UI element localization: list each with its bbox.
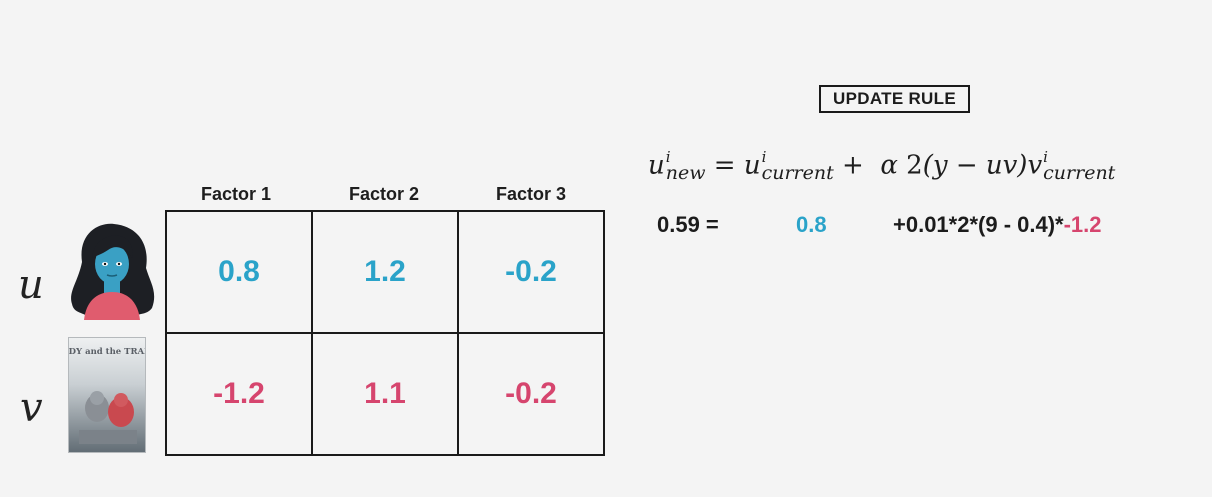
matrix-cell-v-factor-1: -1.2 xyxy=(167,334,313,454)
formula-cur-sub: current xyxy=(761,162,834,184)
computation-u-current: 0.8 xyxy=(796,212,827,237)
formula-cur-sup: i xyxy=(761,148,767,166)
column-header-factor-1: Factor 1 xyxy=(200,184,272,204)
formula-plus: + xyxy=(842,150,864,181)
formula-v-base: v xyxy=(1027,150,1043,181)
matrix-cell-u-factor-2: 1.2 xyxy=(313,212,459,334)
formula-lhs-sup: i xyxy=(665,148,671,166)
movie-poster-image: LADY and the TRAMP xyxy=(68,337,146,453)
formula-paren-expr: (y − uv) xyxy=(922,150,1028,181)
row-symbol-u: u xyxy=(18,262,44,308)
formula-alpha: α xyxy=(880,150,898,181)
computation-expression: +0.01*2*(9 - 0.4)*-1.2 xyxy=(893,212,1102,238)
computation-v-current: -1.2 xyxy=(1063,212,1102,237)
formula-two: 2 xyxy=(906,150,923,181)
matrix-cell-u-factor-1: 0.8 xyxy=(167,212,313,334)
computation-result: 0.59 = xyxy=(657,212,719,237)
column-header-factor-3: Factor 3 xyxy=(495,184,567,204)
formula-lhs-sub: new xyxy=(665,162,706,184)
update-rule-label: UPDATE RULE xyxy=(819,85,970,113)
matrix-cell-v-factor-3: -0.2 xyxy=(505,377,557,410)
update-formula: u i new = u i current + α 2(y − uv)v i current xyxy=(648,150,1115,183)
matrix-cell-u-factor-3: -0.2 xyxy=(459,212,603,334)
row-symbol-v: v xyxy=(20,385,43,431)
computation-expression-text: +0.01*2*(9 - 0.4)* xyxy=(893,212,1064,237)
user-avatar-icon xyxy=(71,223,155,320)
formula-v-sub: current xyxy=(1043,162,1116,184)
formula-v-sup: i xyxy=(1043,148,1048,166)
formula-cur-base: u xyxy=(743,150,761,181)
column-header-factor-2: Factor 2 xyxy=(348,184,420,204)
matrix-cell-v-factor-2: 1.1 xyxy=(313,334,459,454)
formula-lhs-base: u xyxy=(648,150,665,181)
factor-matrix: 0.8 1.2 -0.2 -1.2 1.1 -0.2 xyxy=(165,210,605,456)
formula-equals: = xyxy=(713,150,736,181)
poster-title: LADY and the TRAMP xyxy=(69,347,146,357)
